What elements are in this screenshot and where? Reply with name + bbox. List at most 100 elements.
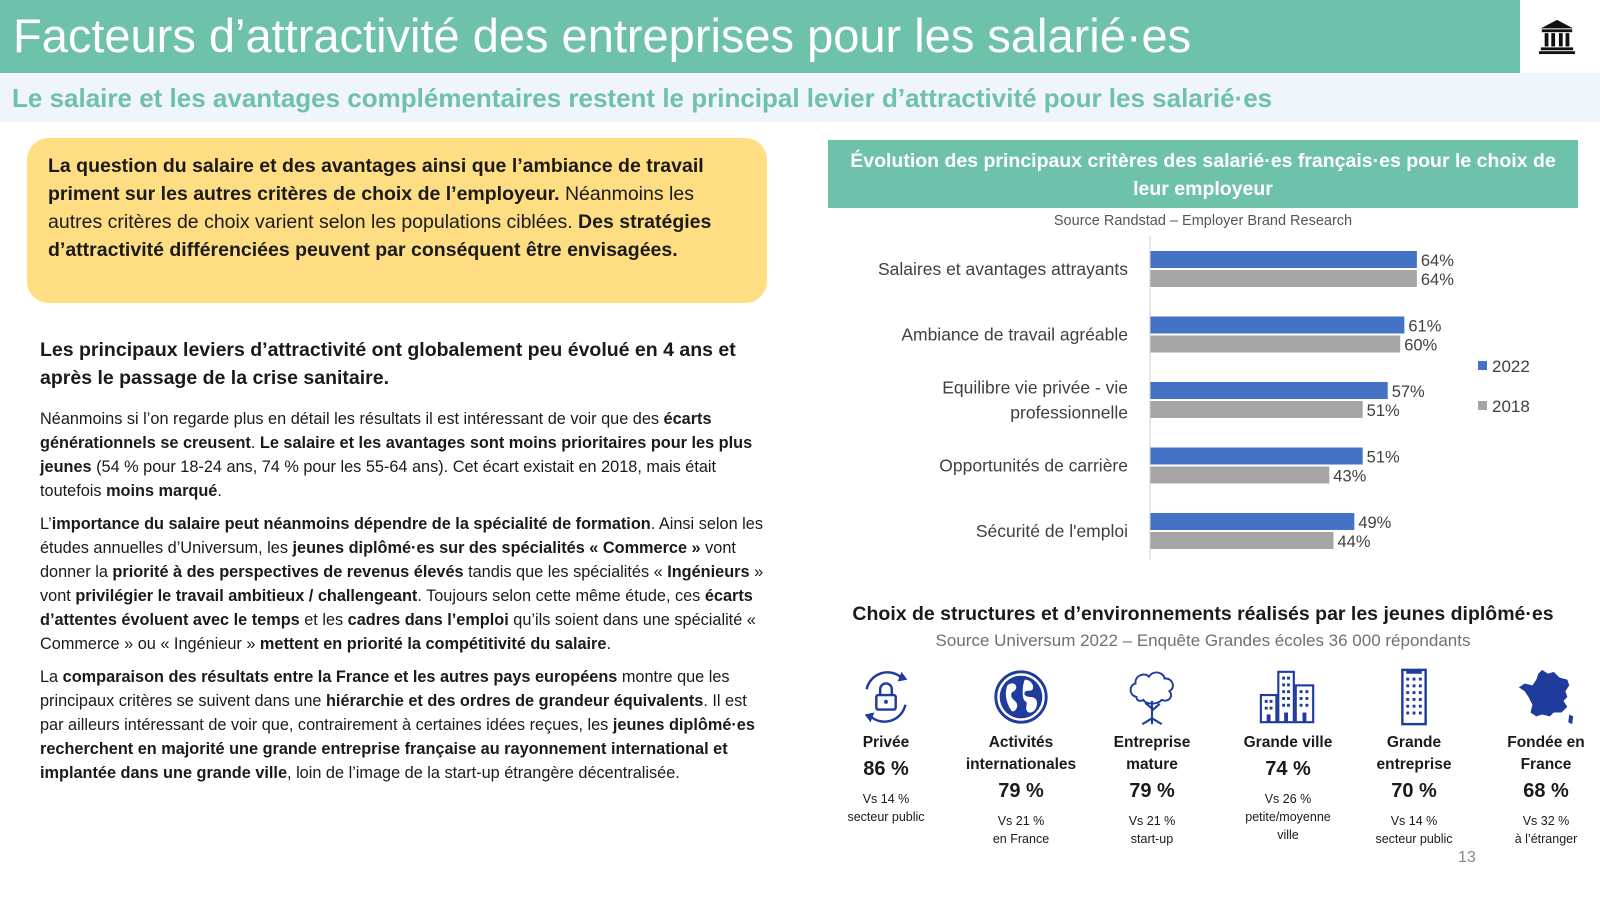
stat-comparison-line: Vs 21 % [997, 814, 1045, 828]
text-run: . Il est par ailleurs intéressant de voi… [40, 692, 747, 734]
stat-label: Activités internationales [955, 732, 1087, 776]
stat-percent: 68 % [1523, 780, 1569, 802]
stat-comparison-line: en France [992, 832, 1050, 846]
data-label: 51% [1367, 402, 1400, 420]
stat-label-line: Grande [1386, 734, 1442, 751]
stat-label-line: Activités [988, 734, 1054, 751]
section2-title: Choix de structures et d’environnements … [852, 603, 1554, 625]
stat-percent: 79 % [998, 780, 1044, 802]
stat-label-line: Privée [862, 734, 910, 751]
bar-2022 [1150, 447, 1363, 465]
callout-bold-2: Des stratégies d’attractivité différenci… [48, 211, 712, 261]
stat-item-privee: Privée 86 % Vs 14 % secteur public [820, 666, 952, 826]
text-run-bold: comparaison des résultats entre la Franc… [62, 668, 618, 686]
stat-comparison-line: secteur public [847, 810, 925, 824]
category-label: professionnelle [1010, 403, 1128, 423]
text-run: Néanmoins si l’on regarde plus en détail… [40, 410, 664, 428]
globe-icon [994, 670, 1048, 724]
office-tower-icon [1401, 668, 1427, 726]
stat-comparison: Vs 21 % en France [955, 812, 1087, 848]
text-run: et les [299, 611, 348, 629]
stat-comparison-line: Vs 32 % [1522, 814, 1570, 828]
stat-comparison-line: ville [1277, 828, 1299, 842]
stat-label: Fondée en France [1480, 732, 1600, 776]
legend-swatch-2022 [1478, 361, 1487, 370]
stat-label-line: Fondée en [1507, 734, 1585, 751]
institution-building-icon [1538, 19, 1576, 55]
stat-comparison: Vs 14 % secteur public [1348, 812, 1480, 848]
stat-comparison-line: Vs 26 % [1264, 792, 1312, 806]
stat-item-fondee-en-france: Fondée en France 68 % Vs 32 % à l’étranger [1480, 666, 1600, 848]
text-run: . [606, 635, 611, 653]
lock-cycle-icon [864, 671, 908, 723]
stat-comparison-line: petite/moyenne [1245, 810, 1331, 824]
stat-comparison-line: start-up [1130, 832, 1174, 846]
title-banner: Facteurs d’attractivité des entreprises … [0, 0, 1520, 73]
legend-label: 2018 [1492, 397, 1530, 416]
data-label: 49% [1358, 514, 1391, 532]
category-label: Sécurité de l'emploi [976, 521, 1128, 541]
text-run-bold: mettent en priorité la compétitivité du … [259, 635, 607, 653]
text-run: , loin de l’image de la start-up étrangè… [287, 764, 680, 782]
bar-2018 [1150, 466, 1330, 484]
bar-2022 [1150, 513, 1355, 530]
text-run-bold: Ingénieurs [667, 563, 750, 581]
france-map-icon [1518, 669, 1574, 725]
category-label: Ambiance de travail agréable [901, 325, 1128, 345]
text-run-bold: priorité à des perspectives de revenus é… [112, 563, 464, 581]
criteria-bar-chart: Salaires et avantages attrayants 64%64% Am… [878, 236, 1530, 560]
text-run: . [217, 482, 222, 500]
body-paragraph-1: Néanmoins si l’on regarde plus en détail… [40, 407, 770, 503]
page-subtitle: Le salaire et les avantages complémentai… [12, 83, 1273, 113]
text-run-bold: hiérarchie et des ordres de grandeur équ… [325, 692, 704, 710]
text-run: vont donner la [40, 539, 736, 581]
category-label: Salaires et avantages attrayants [878, 259, 1128, 279]
stat-label: Grande ville [1222, 732, 1354, 754]
text-run-bold: Le salaire et les avantages sont moins p… [40, 434, 753, 476]
text-run-bold: jeunes diplômé·es recherchent en majorit… [40, 716, 755, 782]
subtitle-band: Le salaire et les avantages complémentai… [0, 73, 1600, 122]
stat-label-line: Entreprise [1113, 734, 1191, 751]
text-run-bold: cadres dans l’emploi [347, 611, 509, 629]
stat-comparison: Vs 26 % petite/moyenne ville [1222, 790, 1354, 844]
bar-2018 [1150, 270, 1417, 287]
text-run: (54 % pour 18-24 ans, 74 % pour les 55-6… [40, 458, 717, 500]
text-run: qu’ils soient dans une spécialité « Comm… [40, 611, 756, 653]
text-run: L’ [40, 515, 52, 533]
data-label: 64% [1421, 271, 1454, 289]
category-label: Equilibre vie privée - vie [942, 378, 1128, 398]
text-run-bold: importance du salaire peut néanmoins dép… [51, 515, 651, 533]
stat-comparison-line: secteur public [1375, 832, 1453, 846]
legend-swatch-2018 [1478, 401, 1487, 410]
data-label: 61% [1408, 318, 1441, 336]
stat-comparison-line: Vs 21 % [1128, 814, 1176, 828]
callout-text: Néanmoins les autres critères de choix v… [48, 183, 694, 233]
text-run-bold: jeunes diplômé·es sur des spécialités « … [292, 539, 701, 557]
stat-comparison: Vs 14 % secteur public [820, 790, 952, 826]
key-message-callout: La question du salaire et des avantages … [27, 138, 767, 303]
stat-label-line: France [1520, 756, 1572, 773]
city-buildings-icon [1259, 670, 1315, 724]
stat-label: Grande entreprise [1348, 732, 1480, 776]
text-run-bold: écarts générationnels se creusent [40, 410, 712, 452]
stat-percent: 86 % [863, 758, 909, 780]
body-lead: Les principaux leviers d’attractivité on… [40, 339, 736, 389]
text-run: » vont [40, 563, 764, 605]
data-label: 57% [1392, 383, 1425, 401]
stat-label: Entreprise mature [1086, 732, 1218, 776]
section2-source: Source Universum 2022 – Enquête Grandes … [935, 631, 1471, 650]
data-label: 43% [1333, 468, 1366, 486]
stat-label-line: Grande ville [1243, 734, 1333, 751]
tree-icon [1129, 671, 1174, 726]
stat-item-grande-ville: Grande ville 74 % Vs 26 % petite/moyenne v… [1222, 666, 1354, 844]
stat-item-activites-internationales: Activités internationales 79 % Vs 21 % en … [955, 666, 1087, 848]
stat-label-line: mature [1126, 756, 1178, 773]
stat-comparison: Vs 32 % à l’étranger [1480, 812, 1600, 848]
data-label: 60% [1404, 337, 1437, 355]
body-text: Les principaux leviers d’attractivité on… [40, 336, 770, 794]
bar-2018 [1150, 532, 1334, 549]
stat-comparison-line: Vs 14 % [862, 792, 910, 806]
category-label: Opportunités de carrière [939, 456, 1128, 476]
stat-comparison-line: Vs 14 % [1390, 814, 1438, 828]
text-run: montre que les principaux critères se su… [40, 668, 730, 710]
